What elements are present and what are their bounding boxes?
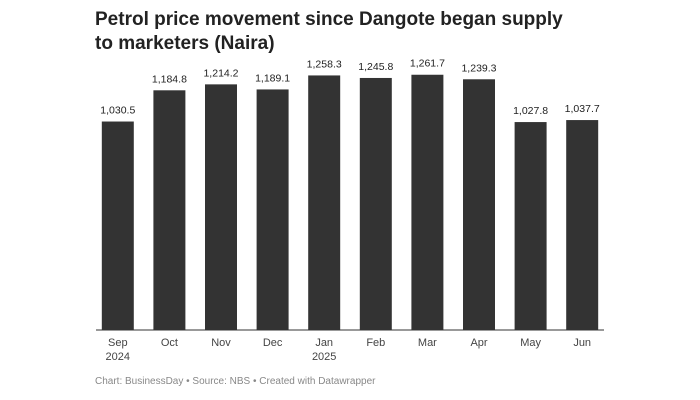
bar	[514, 122, 547, 331]
value-label: 1,027.8	[513, 105, 548, 117]
x-tick-label: Jun	[573, 337, 592, 349]
bar	[359, 77, 392, 330]
bar	[101, 121, 134, 331]
bar	[463, 79, 495, 330]
bar	[566, 120, 599, 330]
value-label: 1,245.8	[358, 61, 393, 73]
x-tick-label: Nov	[211, 337, 231, 349]
value-label: 1,189.1	[255, 72, 290, 84]
x-tick-label: May	[520, 337, 541, 349]
x-tick-label: Oct	[160, 337, 178, 349]
value-label: 1,030.5	[100, 105, 135, 117]
value-label: 1,184.8	[152, 73, 187, 85]
bar	[153, 90, 186, 330]
chart-title: Petrol price movement since Dangote bega…	[95, 9, 563, 54]
value-label: 1,258.3	[307, 58, 342, 70]
x-tick-label: Mar	[417, 337, 437, 349]
x-tick-label: Dec	[262, 337, 283, 349]
bar	[205, 84, 237, 330]
value-label: 1,037.7	[565, 103, 600, 115]
x-tick-label: Feb	[366, 337, 386, 349]
footer: Chart: BusinessDay • Source: NBS • Creat…	[95, 376, 376, 387]
value-label: 1,239.3	[461, 62, 496, 74]
value-label: 1,214.2	[203, 67, 238, 79]
x-tick-label: Jan 2025	[311, 337, 337, 363]
bar	[411, 74, 444, 330]
value-label: 1,261.7	[410, 58, 445, 70]
x-tick-label: Sep 2024	[105, 337, 131, 363]
bar	[256, 89, 289, 331]
x-tick-label: Apr	[470, 337, 488, 349]
bar	[308, 75, 341, 330]
